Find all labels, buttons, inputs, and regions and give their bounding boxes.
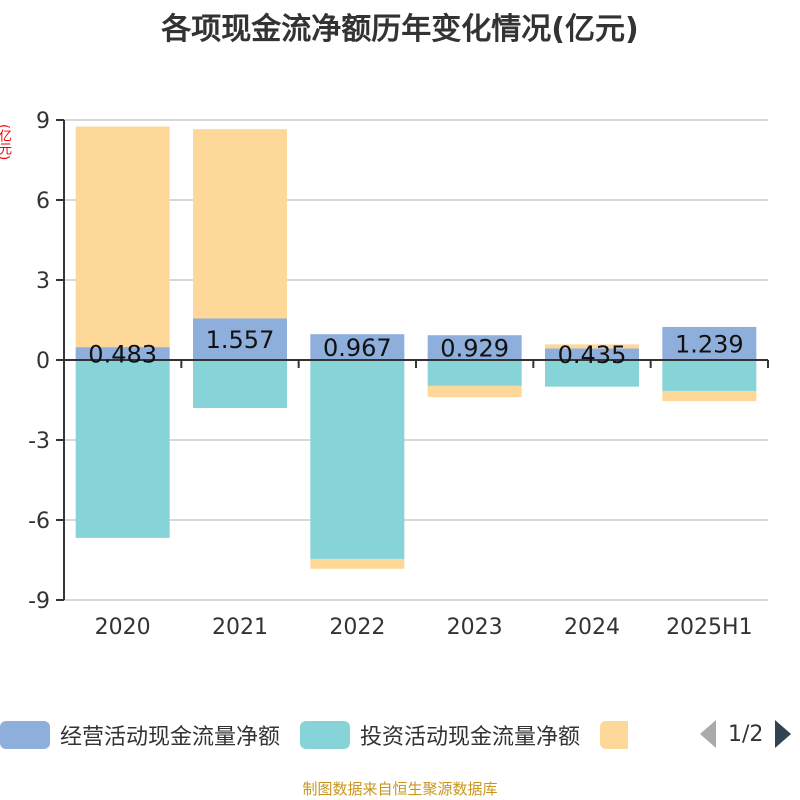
bar-segment-2 <box>662 390 757 402</box>
data-label: 1.557 <box>206 326 275 354</box>
x-tick-label: 2023 <box>447 615 503 640</box>
bar-segment-1 <box>545 360 639 387</box>
legend-item-investing[interactable]: 投资活动现金流量净额 <box>300 719 580 751</box>
legend-swatch <box>300 721 351 749</box>
x-tick-label: 2022 <box>329 615 385 640</box>
next-page-icon[interactable] <box>775 720 792 748</box>
y-tick-label: -6 <box>28 509 50 534</box>
y-tick-label: 3 <box>36 269 50 294</box>
legend-page-indicator: 1/2 <box>728 721 764 747</box>
bar-segment-0 <box>75 347 170 360</box>
data-label: 0.435 <box>558 341 627 369</box>
bar-segment-2 <box>193 129 287 319</box>
bar-segment-1 <box>662 360 757 391</box>
source-note: 制图数据来自恒生聚源数据库 <box>302 780 498 798</box>
legend-item-financing[interactable] <box>600 721 638 749</box>
bar-segment-1 <box>310 360 405 559</box>
plot-area: -9 -6 -3 0 3 6 9 2020 2021 2022 2023 2024 2025H1 0.48… <box>28 109 769 640</box>
legend-pager: 1/2 <box>700 720 792 748</box>
bar-segment-2 <box>427 385 522 398</box>
bar-segment-0 <box>662 326 757 360</box>
bar-segment-1 <box>75 360 170 538</box>
y-axis-unit: (亿元) <box>0 124 11 161</box>
x-tick-label: 2020 <box>95 615 151 640</box>
legend: 经营活动现金流量净额 投资活动现金流量净额 <box>0 718 658 752</box>
data-label: 0.929 <box>440 335 509 363</box>
legend-swatch <box>0 721 50 749</box>
y-tick-label: 9 <box>36 109 50 134</box>
bar-segment-2 <box>75 126 170 348</box>
legend-item-operating[interactable]: 经营活动现金流量净额 <box>0 719 280 751</box>
x-tick-label: 2024 <box>564 615 620 640</box>
bar-segment-0 <box>193 318 287 360</box>
bar-segment-0 <box>427 335 522 360</box>
bar-segment-2 <box>310 558 405 569</box>
data-label: 0.967 <box>323 334 392 362</box>
legend-label: 经营活动现金流量净额 <box>60 725 281 750</box>
x-tick-label: 2025H1 <box>666 615 753 640</box>
y-tick-label: -3 <box>28 429 50 454</box>
y-tick-label: 6 <box>36 189 50 214</box>
y-tick-label: -9 <box>28 589 50 614</box>
bar-segment-2 <box>545 344 639 349</box>
legend-label: 投资活动现金流量净额 <box>360 725 581 750</box>
bar-segment-0 <box>310 334 405 360</box>
bar-segment-0 <box>545 348 639 360</box>
x-tick-label: 2021 <box>212 615 268 640</box>
y-tick-label: 0 <box>36 349 50 374</box>
legend-swatch <box>600 721 629 749</box>
prev-page-icon[interactable] <box>700 720 716 748</box>
bar-segment-1 <box>193 360 287 408</box>
data-label: 0.483 <box>88 341 157 369</box>
data-label: 1.239 <box>675 330 744 358</box>
chart-title: 各项现金流净额历年变化情况(亿元) <box>161 12 639 47</box>
bar-segment-1 <box>427 360 522 386</box>
